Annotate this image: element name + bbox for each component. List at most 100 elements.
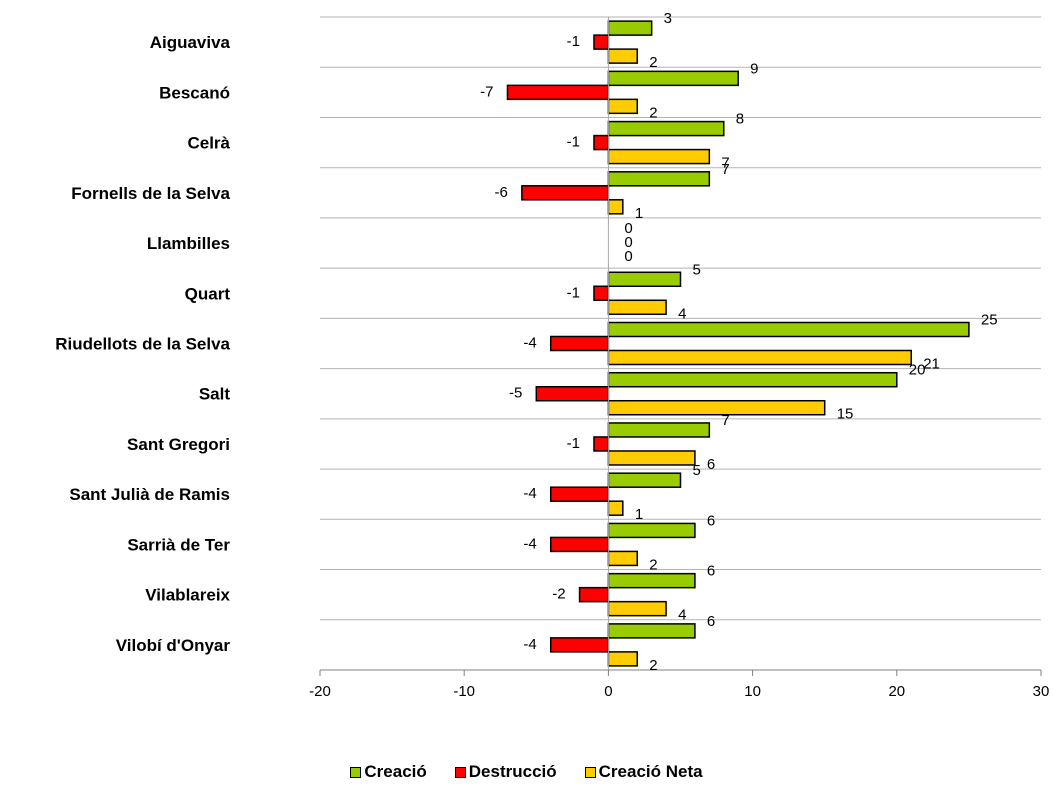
data-label-creacio: 8 xyxy=(736,111,744,128)
bar-creacio xyxy=(607,371,898,388)
data-label-destruccio: -1 xyxy=(567,134,580,151)
bar-creacio xyxy=(607,623,696,639)
bar-destruccio xyxy=(549,536,610,553)
data-label-creacio-neta: 6 xyxy=(707,456,715,473)
bar-creacio-neta xyxy=(607,651,638,667)
x-tick-label: -20 xyxy=(309,683,331,700)
data-label-creacio-neta: 7 xyxy=(721,155,729,172)
bar-destruccio xyxy=(593,134,610,151)
bar-creacio xyxy=(607,171,711,187)
category-label-sant-julia-de-ramis: Sant Julià de Ramis xyxy=(69,485,230,504)
data-label-creacio: 5 xyxy=(693,261,701,278)
bar-creacio xyxy=(607,472,682,488)
data-label-destruccio: -4 xyxy=(523,535,536,552)
x-tick-label: -10 xyxy=(453,683,475,700)
data-label-creacio-neta: 0 xyxy=(624,248,632,265)
bar-destruccio xyxy=(593,285,610,302)
legend-label-creacio: Creació xyxy=(364,762,427,781)
category-label-fornells-de-la-selva: Fornells de la Selva xyxy=(71,184,230,203)
bar-destruccio xyxy=(521,185,610,201)
data-label-destruccio: 0 xyxy=(624,234,632,251)
bar-destruccio xyxy=(593,436,610,452)
bar-creacio-neta xyxy=(607,550,638,567)
bar-destruccio xyxy=(549,486,610,502)
bar-creacio xyxy=(607,120,725,137)
data-label-destruccio: -4 xyxy=(523,335,536,352)
data-label-destruccio: -4 xyxy=(523,636,536,653)
data-label-creacio-neta: 4 xyxy=(678,607,686,624)
bar-creacio-neta xyxy=(607,98,638,115)
data-label-destruccio: -6 xyxy=(495,184,508,201)
data-label-creacio: 25 xyxy=(981,312,998,329)
bars xyxy=(506,20,970,667)
x-tick-label: 10 xyxy=(744,683,761,700)
data-label-destruccio: -1 xyxy=(567,435,580,452)
bar-creacio-neta xyxy=(607,450,696,466)
data-label-creacio: 3 xyxy=(664,10,672,27)
data-label-creacio: 7 xyxy=(721,161,729,178)
x-tick-label: 0 xyxy=(604,683,612,700)
x-tick-label: 30 xyxy=(1033,683,1050,700)
legend-item-destruccio: Destrucció xyxy=(454,762,557,782)
data-label-creacio: 6 xyxy=(707,563,715,580)
bar-destruccio xyxy=(593,34,610,50)
data-label-creacio: 0 xyxy=(624,220,632,237)
category-label-celra: Celrà xyxy=(187,134,230,153)
bar-creacio xyxy=(607,20,653,36)
data-label-destruccio: -1 xyxy=(567,33,580,50)
legend-label-creacio-neta: Creació Neta xyxy=(598,762,703,781)
data-label-destruccio: -7 xyxy=(480,83,493,100)
data-label-creacio: 20 xyxy=(909,362,926,379)
data-label-creacio: 6 xyxy=(707,613,715,630)
data-label-creacio: 7 xyxy=(721,412,729,429)
legend-swatch-creacio-neta xyxy=(584,766,596,778)
bar-creacio xyxy=(607,271,682,288)
category-label-riudellots-de-la-selva: Riudellots de la Selva xyxy=(55,335,230,354)
data-label-creacio-neta: 2 xyxy=(649,104,657,121)
legend-swatch-destruccio xyxy=(454,766,466,778)
legend: Creació Destrucció Creació Neta xyxy=(0,762,1053,782)
bar-destruccio xyxy=(578,586,610,603)
category-label-quart: Quart xyxy=(185,284,231,303)
data-label-creacio-neta: 2 xyxy=(649,657,657,674)
data-label-destruccio: -1 xyxy=(567,284,580,301)
bar-creacio xyxy=(607,572,696,589)
data-label-destruccio: -2 xyxy=(552,586,565,603)
data-label-creacio-neta: 15 xyxy=(837,406,854,423)
category-label-llambilles: Llambilles xyxy=(147,234,230,253)
bar-creacio-neta xyxy=(607,600,667,617)
x-tick-label: 20 xyxy=(888,683,905,700)
bar-creacio-neta xyxy=(607,349,912,366)
data-label-creacio: 9 xyxy=(750,60,758,77)
category-label-bescano: Bescanó xyxy=(159,83,230,102)
legend-item-creacio-neta: Creació Neta xyxy=(584,762,703,782)
bar-creacio xyxy=(607,422,711,438)
data-label-destruccio: -4 xyxy=(523,485,536,502)
axes xyxy=(319,17,1042,676)
category-label-sant-gregori: Sant Gregori xyxy=(127,435,230,454)
bar-creacio xyxy=(607,522,696,539)
category-label-sarria-de-ter: Sarrià de Ter xyxy=(127,535,230,554)
data-label-creacio: 6 xyxy=(707,512,715,529)
bar-destruccio xyxy=(549,637,610,653)
legend-label-destruccio: Destrucció xyxy=(468,762,557,781)
category-label-vilablareix: Vilablareix xyxy=(145,586,230,605)
bar-creacio-neta xyxy=(607,199,624,215)
bar-creacio-neta xyxy=(607,399,826,416)
bar-creacio-neta xyxy=(607,299,667,316)
category-label-aiguaviva: Aiguaviva xyxy=(150,33,231,52)
labels: -20 -10 0 10 20 30Aiguaviva3-12Bescanó9-72Cel… xyxy=(55,10,1049,700)
category-label-salt: Salt xyxy=(199,385,231,404)
bar-destruccio xyxy=(506,84,610,101)
data-label-creacio-neta: 21 xyxy=(923,356,940,373)
legend-item-creacio: Creació xyxy=(350,762,427,782)
grid-lines xyxy=(320,16,1041,671)
bar-creacio-neta xyxy=(607,48,638,64)
bar-destruccio xyxy=(535,385,610,402)
data-label-creacio-neta: 1 xyxy=(635,205,643,222)
bar-creacio xyxy=(607,321,970,338)
data-label-destruccio: -5 xyxy=(509,385,522,402)
data-label-creacio-neta: 2 xyxy=(649,556,657,573)
data-label-creacio-neta: 4 xyxy=(678,305,686,322)
bar-destruccio xyxy=(549,335,610,352)
